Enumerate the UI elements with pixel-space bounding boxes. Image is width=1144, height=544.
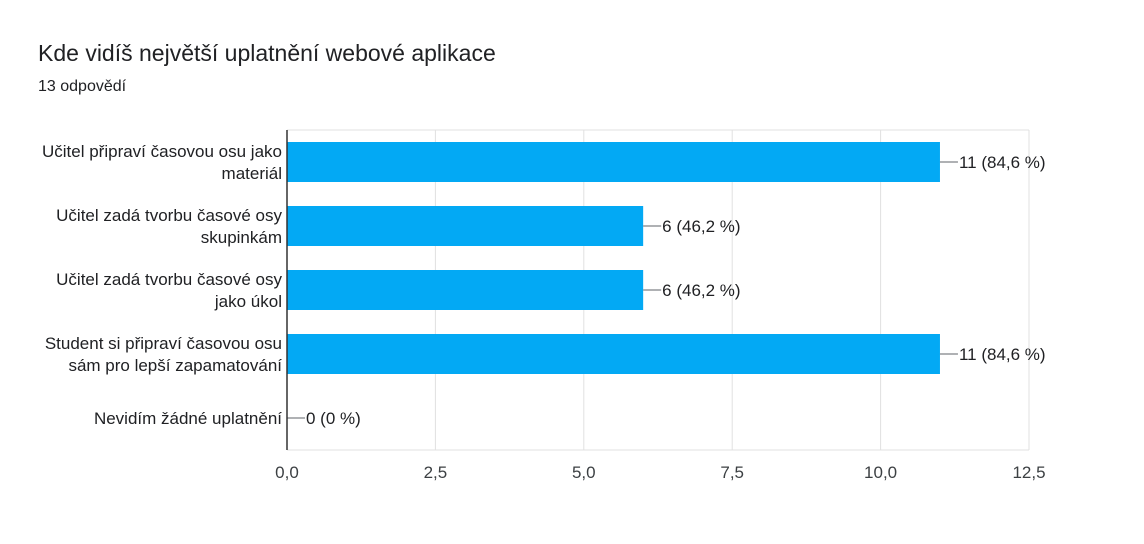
x-tick-label: 10,0 (864, 463, 897, 482)
data-label: 6 (46,2 %) (662, 217, 740, 236)
x-tick-label: 7,5 (720, 463, 744, 482)
category-label: sám pro lepší zapamatování (68, 356, 282, 375)
bar (287, 334, 940, 374)
response-count: 13 odpovědí (38, 78, 127, 95)
bar (287, 270, 644, 310)
data-label: 11 (84,6 %) (959, 153, 1046, 172)
category-label: Nevidím žádné uplatnění (94, 409, 282, 428)
category-label: Učitel zadá tvorbu časové osy (56, 270, 282, 289)
category-label: skupinkám (201, 228, 282, 247)
category-label: Učitel připraví časovou osu jako (42, 142, 282, 161)
x-tick-label: 12,5 (1012, 463, 1045, 482)
x-tick-label: 2,5 (424, 463, 448, 482)
bar (287, 206, 644, 246)
chart-title: Kde vidíš největší uplatnění webové apli… (38, 40, 496, 66)
data-label: 11 (84,6 %) (959, 345, 1046, 364)
category-label: jako úkol (214, 292, 282, 311)
category-label: Učitel zadá tvorbu časové osy (56, 206, 282, 225)
x-tick-label: 0,0 (275, 463, 299, 482)
x-tick-label: 5,0 (572, 463, 596, 482)
bar (287, 142, 940, 182)
category-label: Student si připraví časovou osu (45, 334, 282, 353)
data-label: 6 (46,2 %) (662, 281, 740, 300)
category-label: materiál (222, 164, 282, 183)
data-label: 0 (0 %) (306, 409, 361, 428)
